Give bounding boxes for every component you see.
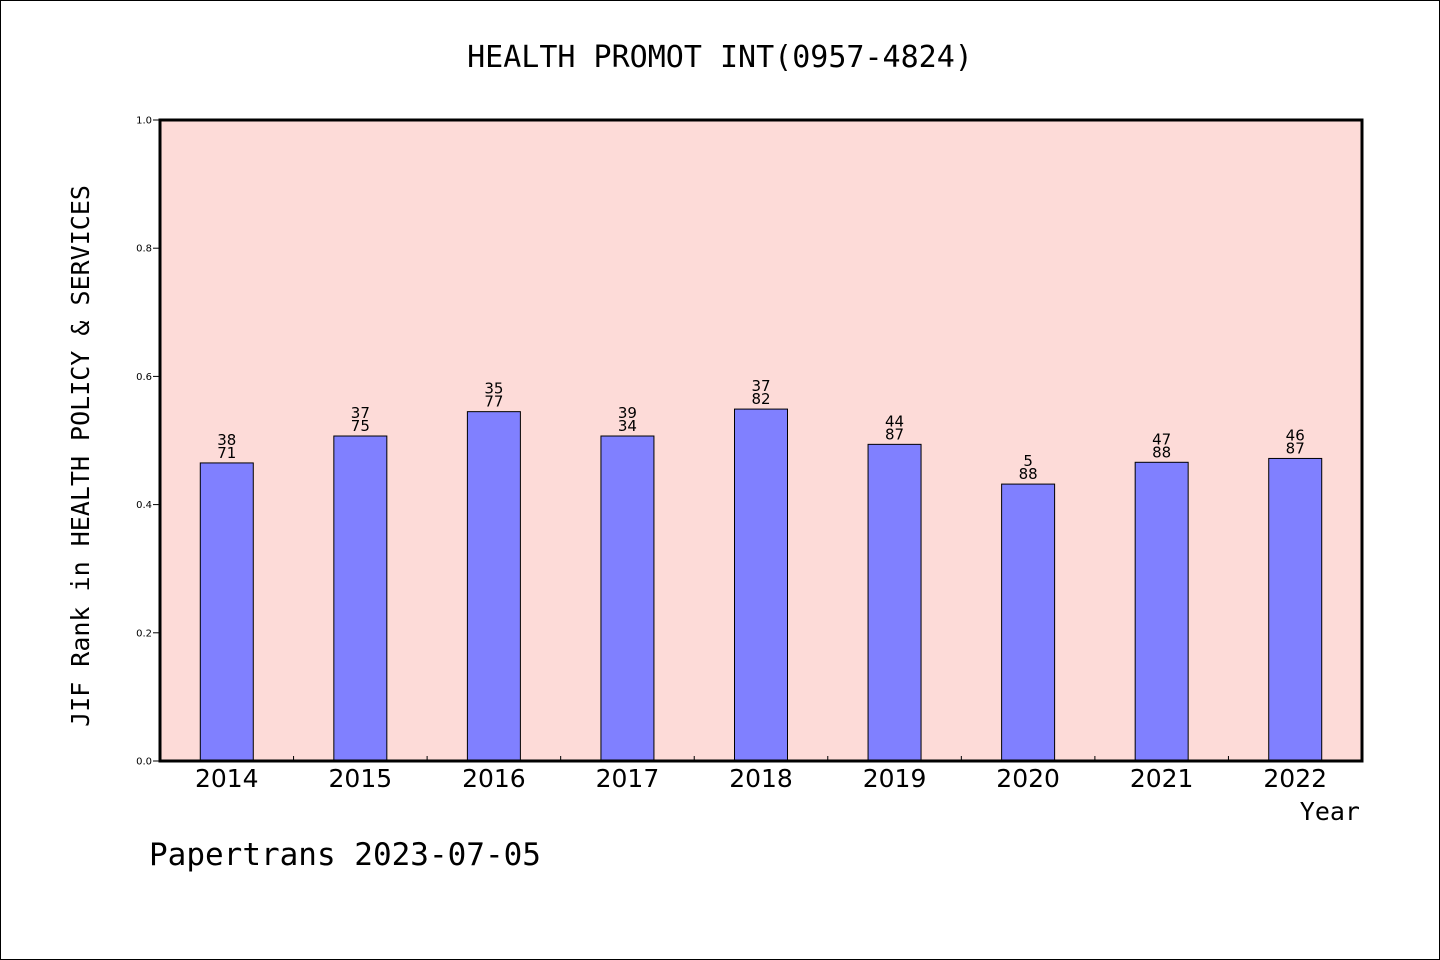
x-axis-ticks: 2014 2015 2016 2017 2018 2019 2020 2021 2022 [195,756,1327,793]
bar-2018 [734,408,788,762]
bar-label-total-2015: 75 [351,417,370,435]
bar-label-rank-2022: 46 [1286,426,1305,444]
y-axis-ticks: 0.0 0.2 0.4 0.6 0.8 1.0 [136,116,160,768]
x-tick-label-2015: 2015 [329,764,393,793]
bar-label-rank-2020: 5 [1023,452,1033,470]
x-tick-label-2014: 2014 [195,764,259,793]
bar-label-rank-2016: 35 [484,380,503,398]
y-tick-label: 0.2 [136,628,152,639]
bar-label-rank-2018: 37 [751,377,770,395]
bar-2021 [1134,461,1189,762]
y-tick-label: 0.0 [136,757,152,768]
bar-label-total-2020: 88 [1019,465,1038,483]
x-tick-label-2017: 2017 [596,764,660,793]
x-tick-label-2016: 2016 [462,764,526,793]
bar-2017 [600,435,655,762]
bar-label-total-2021: 88 [1152,443,1171,461]
bar-label-total-2016: 77 [484,393,503,411]
bar-2020 [1001,483,1056,762]
bar-2022 [1268,457,1323,762]
y-tick-label: 0.8 [136,244,152,255]
chart-title: HEALTH PROMOT INT(0957-4824) [467,40,973,75]
x-tick-label-2020: 2020 [996,764,1060,793]
x-tick-label-2022: 2022 [1263,764,1327,793]
x-tick-label-2018: 2018 [729,764,793,793]
y-tick-label: 0.4 [136,500,152,511]
bar-2014 [199,462,254,762]
y-tick-label: 0.6 [136,372,152,383]
x-axis-label: Year [1300,797,1360,826]
bars [199,408,1323,762]
bar-label-total-2017: 34 [618,417,637,435]
y-tick-label: 1.0 [136,116,152,127]
bar-label-rank-2014: 38 [217,431,236,449]
x-tick-label-2019: 2019 [863,764,927,793]
bar-label-rank-2019: 44 [885,412,904,430]
x-tick-label-2021: 2021 [1130,764,1194,793]
bar-2019 [867,443,922,762]
footer-credit: Papertrans 2023-07-05 [149,837,541,873]
bar-label-total-2018: 82 [751,390,770,408]
bar-label-total-2014: 71 [217,444,236,462]
bar-2015 [333,435,388,762]
y-axis-label: JIF Rank in HEALTH POLICY & SERVICES [66,185,95,727]
bar-2016 [466,411,521,762]
bar-label-rank-2021: 47 [1152,430,1171,448]
bar-label-total-2019: 87 [885,425,904,443]
plot-frame [158,118,1364,763]
bar-label-rank-2015: 37 [351,404,370,422]
bar-label-total-2022: 87 [1286,439,1305,457]
bar-label-rank-2017: 39 [618,404,637,422]
